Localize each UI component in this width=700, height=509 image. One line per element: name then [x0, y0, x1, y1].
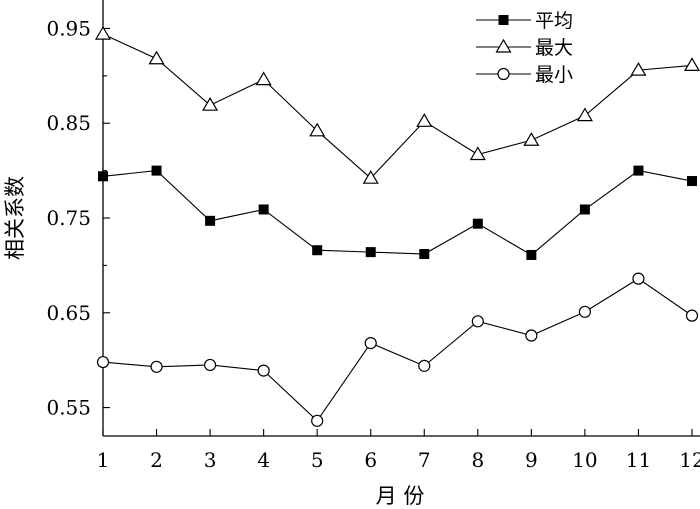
triangle-marker [255, 71, 272, 86]
circle-marker [632, 272, 645, 285]
circle-marker [418, 359, 431, 372]
square-marker [526, 249, 537, 260]
y-ticks: 0.55 0.65 0.75 0.85 0.95 [46, 16, 110, 420]
circle-marker [364, 337, 377, 350]
series-line [102, 170, 693, 256]
legend-label: 平均 [535, 10, 573, 32]
square-marker [365, 247, 376, 258]
triangle-marker [362, 170, 379, 184]
x-tick-label: 9 [525, 448, 538, 472]
legend-triangle-marker [495, 38, 512, 53]
circle-marker [203, 358, 217, 372]
circle-marker [685, 309, 699, 322]
x-tick-label: 3 [204, 448, 217, 472]
triangle-marker [202, 97, 219, 111]
y-tick-label: 0.75 [46, 206, 91, 230]
circle-marker [471, 315, 484, 328]
x-tick-label: 8 [471, 448, 484, 472]
x-tick-label: 10 [572, 448, 597, 472]
legend-item: 最小 [476, 64, 573, 86]
series-line [102, 278, 693, 422]
x-tick-label: 4 [257, 448, 270, 472]
circle-marker [96, 355, 110, 369]
y-tick-label: 0.85 [46, 111, 91, 135]
square-marker [258, 204, 269, 215]
triangle-marker [94, 25, 112, 40]
triangle-marker [309, 122, 326, 137]
square-marker [98, 171, 108, 182]
legend-circle-marker [497, 67, 510, 81]
triangle-marker [683, 57, 700, 72]
y-tick-label: 0.65 [46, 301, 91, 325]
square-marker [472, 218, 483, 229]
triangle-marker [630, 61, 647, 76]
series-line [102, 33, 693, 179]
series-open-triangle [94, 25, 700, 184]
square-marker [687, 176, 697, 187]
circle-marker [257, 364, 270, 377]
triangle-marker [469, 146, 486, 161]
series-filled-square [98, 165, 697, 260]
circle-marker [578, 305, 592, 318]
y-tick-label: 0.95 [46, 16, 91, 40]
triangle-marker [416, 113, 433, 127]
x-ticks: 1 2 3 4 5 6 7 8 9 10 11 12 [97, 429, 700, 472]
legend-item: 最大 [476, 37, 573, 59]
square-marker [579, 204, 590, 215]
x-tick-label: 2 [150, 448, 163, 472]
x-tick-label: 5 [311, 448, 324, 472]
circle-marker [311, 414, 324, 427]
triangle-marker [523, 132, 540, 146]
series-open-circle [96, 272, 699, 427]
x-tick-label: 6 [364, 448, 377, 472]
square-marker [633, 165, 644, 176]
series-group [94, 25, 700, 427]
square-marker [419, 249, 430, 260]
legend-label: 最大 [535, 37, 573, 59]
x-tick-label: 7 [418, 448, 431, 472]
square-marker [151, 165, 162, 176]
legend-square-marker [498, 15, 509, 25]
x-axis-title: 月 份 [376, 484, 425, 508]
triangle-marker [148, 50, 165, 65]
y-axis-title: 相关系数 [3, 176, 27, 260]
y-tick-label: 0.55 [46, 396, 91, 420]
legend-item: 平均 [476, 10, 573, 32]
legend-label: 最小 [535, 64, 573, 86]
square-marker [312, 245, 323, 256]
circle-marker [525, 329, 538, 342]
circle-marker [150, 360, 163, 373]
axes [102, 0, 700, 437]
x-tick-label: 1 [97, 448, 110, 472]
x-tick-label: 11 [626, 448, 651, 472]
x-tick-label: 12 [679, 448, 700, 472]
square-marker [205, 215, 216, 226]
triangle-marker [576, 107, 593, 122]
